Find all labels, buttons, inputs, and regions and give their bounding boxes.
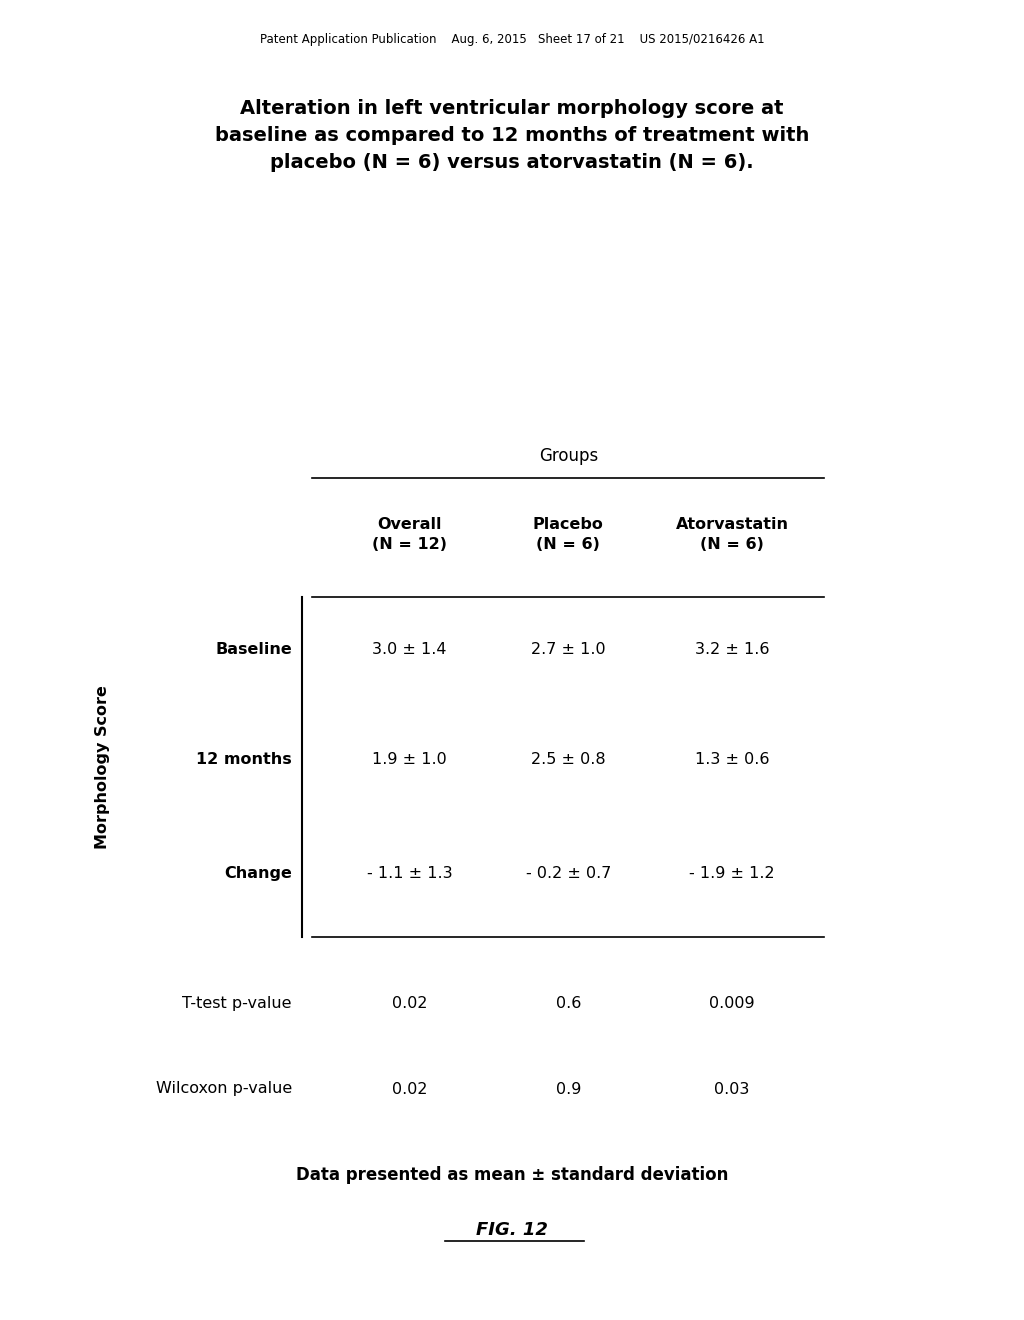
Text: T-test p-value: T-test p-value	[182, 995, 292, 1011]
Text: 3.2 ± 1.6: 3.2 ± 1.6	[695, 642, 769, 657]
Text: Atorvastatin
(N = 6): Atorvastatin (N = 6)	[676, 517, 788, 552]
Text: 1.3 ± 0.6: 1.3 ± 0.6	[695, 751, 769, 767]
Text: Placebo
(N = 6): Placebo (N = 6)	[532, 517, 604, 552]
Text: Change: Change	[224, 866, 292, 882]
Text: - 0.2 ± 0.7: - 0.2 ± 0.7	[525, 866, 611, 882]
Text: 12 months: 12 months	[196, 751, 292, 767]
Text: Baseline: Baseline	[215, 642, 292, 657]
Text: 3.0 ± 1.4: 3.0 ± 1.4	[373, 642, 446, 657]
Text: 1.9 ± 1.0: 1.9 ± 1.0	[373, 751, 446, 767]
Text: Wilcoxon p-value: Wilcoxon p-value	[156, 1081, 292, 1097]
Text: Data presented as mean ± standard deviation: Data presented as mean ± standard deviat…	[296, 1166, 728, 1184]
Text: FIG. 12: FIG. 12	[476, 1221, 548, 1239]
Text: 0.9: 0.9	[556, 1081, 581, 1097]
Text: 0.02: 0.02	[392, 995, 427, 1011]
Text: Groups: Groups	[539, 446, 598, 465]
Text: 2.7 ± 1.0: 2.7 ± 1.0	[531, 642, 605, 657]
Text: Patent Application Publication    Aug. 6, 2015   Sheet 17 of 21    US 2015/02164: Patent Application Publication Aug. 6, 2…	[260, 33, 764, 46]
Text: 0.009: 0.009	[710, 995, 755, 1011]
Text: 0.03: 0.03	[715, 1081, 750, 1097]
Text: - 1.1 ± 1.3: - 1.1 ± 1.3	[367, 866, 453, 882]
Text: Morphology Score: Morphology Score	[95, 685, 110, 849]
Text: - 1.9 ± 1.2: - 1.9 ± 1.2	[689, 866, 775, 882]
Text: Overall
(N = 12): Overall (N = 12)	[372, 517, 447, 552]
Text: 0.6: 0.6	[556, 995, 581, 1011]
Text: 2.5 ± 0.8: 2.5 ± 0.8	[531, 751, 605, 767]
Text: 0.02: 0.02	[392, 1081, 427, 1097]
Text: Alteration in left ventricular morphology score at
baseline as compared to 12 mo: Alteration in left ventricular morpholog…	[215, 99, 809, 173]
